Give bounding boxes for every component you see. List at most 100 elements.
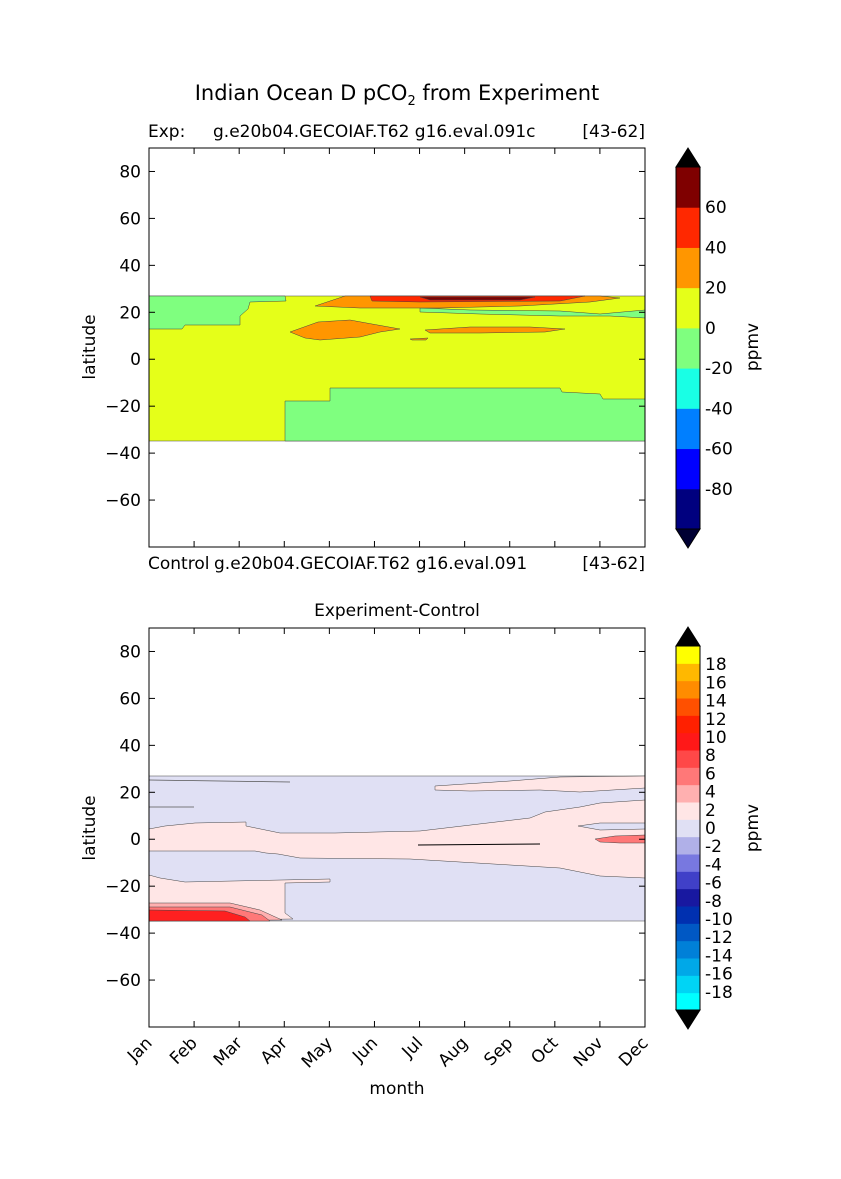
top-colorbar-tick-label: 20 (705, 279, 727, 299)
bottom-colorbar-tick-label: -12 (705, 928, 733, 948)
bottom-colorbar-tick-label: 0 (705, 819, 716, 839)
top-colorbar-segment (676, 488, 700, 530)
bottom-y-tick-label: 60 (119, 689, 141, 709)
bottom-colorbar-tick-label: 10 (705, 728, 727, 748)
bottom-colorbar-segment (676, 992, 700, 1011)
bottom-panel: Control g.e20b04.GECOIAF.T62 g16.eval.09… (80, 554, 763, 1099)
bottom-subtitle-right: [43-62] (582, 554, 645, 574)
top-y-tick-label: 60 (119, 209, 141, 229)
top-colorbar-tick-label: -60 (705, 440, 733, 460)
bottom-title: Experiment-Control (314, 601, 480, 621)
top-colorbar-segment (676, 287, 700, 329)
bottom-y-tick-label: 0 (130, 830, 141, 850)
bottom-colorbar-tick-label: 14 (705, 692, 727, 712)
bottom-colorbar-segment (676, 802, 700, 820)
top-y-tick-label: 40 (119, 256, 141, 276)
top-contour-region-orange-east (424, 326, 566, 334)
top-colorbar-segment (676, 368, 700, 409)
x-tick-label-apr: Apr (257, 1033, 292, 1068)
bottom-colorbar-tick-label: -10 (705, 910, 733, 930)
top-colorbar-segment (676, 247, 700, 289)
bottom-plot-frame (148, 627, 646, 1028)
top-colorbar-tick-label: 40 (705, 238, 727, 258)
bottom-colorbar-tick-label: -8 (705, 892, 722, 912)
bottom-y-tick-label: −60 (105, 971, 141, 991)
bottom-colorbar-segment (676, 923, 700, 942)
x-tick-label-oct: Oct (527, 1033, 562, 1068)
bottom-colorbar-tick-label: -4 (705, 855, 722, 875)
top-y-tick-label: −60 (105, 491, 141, 511)
top-colorbar-tick-label: -40 (705, 399, 733, 419)
bottom-colorbar-frame (675, 645, 701, 1011)
top-colorbar-extend-max (675, 147, 701, 168)
top-colorbar-tick-label: -20 (705, 359, 733, 379)
top-y-tick-label: 20 (119, 303, 141, 323)
figure-title-subscript: 2 (407, 94, 415, 109)
bottom-plot-area (148, 627, 646, 1028)
x-tick-label-feb: Feb (166, 1033, 201, 1068)
bottom-colorbar-segment (676, 767, 700, 786)
bottom-y-axis-label: latitude (80, 795, 100, 860)
top-y-tick-label: −20 (105, 397, 141, 417)
bottom-colorbar-segment (676, 750, 700, 768)
bottom-y-tick-label: −20 (105, 877, 141, 897)
bottom-colorbar-segment (676, 888, 700, 907)
bottom-colorbar-segment (676, 836, 700, 855)
x-tick-label-jul: Jul (398, 1033, 427, 1062)
bottom-colorbar-label: ppmv (743, 804, 763, 852)
bottom-colorbar-segment (676, 854, 700, 872)
bottom-colorbar-segment (676, 680, 700, 699)
bottom-colorbar-segment (676, 715, 700, 734)
bottom-colorbar-tick-label: 12 (705, 710, 727, 730)
top-colorbar-segment (676, 207, 700, 248)
bottom-colorbar-tick-label: 4 (705, 783, 716, 803)
top-colorbar-extend-min (675, 528, 701, 549)
bottom-contour-region-pink-center (148, 799, 646, 879)
bottom-colorbar-segment (676, 819, 700, 838)
bottom-colorbar-tick-label: -6 (705, 874, 722, 894)
top-subtitle-right: [43-62] (582, 122, 645, 142)
bottom-subtitle-left: Control (148, 554, 209, 574)
figure-title: Indian Ocean D pCO2 from Experiment (195, 81, 600, 109)
top-colorbar-tick-label: -80 (705, 480, 733, 500)
top-colorbar-label: ppmv (743, 323, 763, 371)
top-contour-region-south (284, 387, 646, 442)
top-contour-region-north-west (148, 295, 287, 330)
x-tick-label-jan: Jan (123, 1033, 156, 1066)
bottom-colorbar-segment (676, 784, 700, 803)
bottom-colorbar-tick-label: 6 (705, 764, 716, 784)
x-tick-label-sep: Sep (480, 1033, 517, 1070)
bottom-colorbar-extend-max (675, 626, 701, 647)
top-contour-region-orange-center (289, 319, 401, 341)
bottom-y-tick-label: 80 (119, 642, 141, 662)
bottom-x-axis-label: month (369, 1079, 424, 1099)
bottom-subtitle-center: g.e20b04.GECOIAF.T62 g16.eval.091 (214, 554, 527, 574)
x-tick-label-mar: Mar (210, 1033, 247, 1070)
bottom-y-tick-label: −40 (105, 924, 141, 944)
top-y-tick-label: 0 (130, 350, 141, 370)
top-colorbar-segment (676, 448, 700, 490)
x-tick-label-dec: Dec (615, 1033, 652, 1070)
x-tick-label-nov: Nov (570, 1033, 608, 1071)
top-y-tick-label: −40 (105, 444, 141, 464)
bottom-colorbar-tick-label: 18 (705, 655, 727, 675)
top-colorbar-tick-label: 60 (705, 198, 727, 218)
top-contour-region-orange-dot (409, 337, 429, 341)
bottom-contour-line-jan (148, 779, 291, 783)
top-y-axis: 80 60 40 20 0 −20 −40 −60 (105, 162, 645, 511)
top-colorbar-segment (676, 408, 700, 450)
top-subtitle-left: Exp: (148, 122, 185, 142)
bottom-colorbar-segment (676, 663, 700, 682)
top-colorbar-frame (675, 166, 701, 530)
x-tick-label-aug: Aug (435, 1033, 473, 1071)
bottom-y-axis: 80 60 40 20 0 −20 −40 −60 (105, 642, 645, 991)
bottom-colorbar-tick-label: -14 (705, 946, 733, 966)
top-colorbar-segment (676, 167, 700, 208)
bottom-colorbar-tick-label: 2 (705, 801, 716, 821)
top-subtitle-center: g.e20b04.GECOIAF.T62 g16.eval.091c (213, 122, 536, 142)
top-colorbar-segment (676, 327, 700, 369)
bottom-colorbar-segment (676, 698, 700, 716)
top-contour-region-darkred-north (419, 296, 536, 301)
x-tick-label-jun: Jun (348, 1033, 382, 1067)
